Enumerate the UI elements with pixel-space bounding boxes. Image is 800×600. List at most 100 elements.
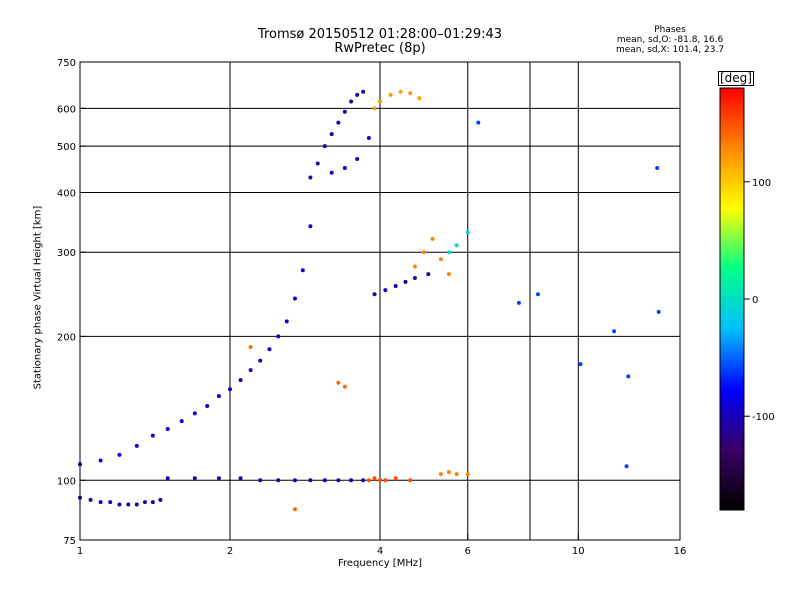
- data-point: [446, 272, 451, 277]
- colorbar-ticks: 100 0 -100: [744, 178, 775, 423]
- data-point: [421, 250, 426, 255]
- data-point: [349, 99, 354, 104]
- y-tick-label: 500: [57, 142, 76, 153]
- x-tick-label: 2: [227, 546, 233, 557]
- data-point: [624, 464, 629, 469]
- data-point: [117, 502, 122, 507]
- colorbar-tick-label: -100: [752, 412, 775, 423]
- data-point: [292, 507, 297, 512]
- data-point: [612, 329, 617, 334]
- data-point: [361, 89, 366, 94]
- data-point: [412, 264, 417, 269]
- y-tick-label: 75: [63, 536, 76, 547]
- data-point: [134, 443, 139, 448]
- data-point: [258, 358, 263, 363]
- data-point: [403, 279, 408, 284]
- data-point: [108, 500, 113, 505]
- data-point: [267, 347, 272, 352]
- data-point: [284, 319, 289, 324]
- data-point: [366, 478, 371, 483]
- data-point: [248, 345, 253, 350]
- data-point: [388, 92, 393, 97]
- data-point: [430, 236, 435, 241]
- data-point: [322, 478, 327, 483]
- data-point: [349, 478, 354, 483]
- data-point: [292, 296, 297, 301]
- data-point: [342, 109, 347, 114]
- data-point: [626, 374, 631, 379]
- data-point: [408, 478, 413, 483]
- data-point: [322, 144, 327, 149]
- y-tick-label: 400: [57, 188, 76, 199]
- phase-info-x: mean, sd,X: 101.4, 23.7: [615, 45, 725, 55]
- x-tick-label: 1: [77, 546, 83, 557]
- data-point: [655, 166, 660, 171]
- data-point: [446, 250, 451, 255]
- data-point: [355, 157, 360, 162]
- y-tick-label: 300: [57, 248, 76, 259]
- data-point: [383, 288, 388, 293]
- data-point: [454, 243, 459, 248]
- data-point: [205, 404, 210, 409]
- data-point: [372, 292, 377, 297]
- data-point: [383, 478, 388, 483]
- data-point: [329, 170, 334, 175]
- data-point: [216, 476, 221, 481]
- data-point: [238, 378, 243, 383]
- data-point: [134, 502, 139, 507]
- x-axis-ticks: 1 2 4 6 10 16: [77, 534, 686, 557]
- data-point: [258, 478, 263, 483]
- data-point: [300, 268, 305, 273]
- x-tick-label: 10: [572, 546, 585, 557]
- data-point: [378, 478, 382, 483]
- data-point: [535, 292, 540, 297]
- data-point: [361, 478, 366, 483]
- data-point: [336, 380, 341, 385]
- data-point: [308, 478, 313, 483]
- data-point: [355, 92, 360, 97]
- data-point: [465, 230, 470, 235]
- data-point: [165, 476, 170, 481]
- x-axis-label: Frequency [MHz]: [337, 558, 423, 569]
- data-point: [238, 476, 243, 481]
- data-point: [308, 175, 313, 180]
- data-point: [426, 272, 431, 277]
- data-point: [578, 362, 583, 367]
- data-point: [476, 120, 481, 125]
- colorbar-title: [deg]: [718, 71, 754, 86]
- data-point: [192, 476, 197, 481]
- data-point: [408, 91, 413, 96]
- data-point: [393, 476, 398, 481]
- x-tick-label: 4: [377, 546, 383, 557]
- y-axis-label: Stationary phase Virtual Height [km]: [32, 205, 44, 390]
- data-point: [315, 161, 320, 166]
- colorbar: [719, 87, 745, 511]
- data-point: [336, 120, 341, 125]
- data-point: [98, 500, 103, 505]
- data-point: [342, 166, 347, 171]
- data-point: [292, 478, 297, 483]
- data-point: [438, 257, 443, 262]
- data-point: [192, 411, 197, 416]
- data-point: [248, 368, 253, 373]
- grid-lines: [80, 62, 680, 540]
- data-point: [276, 478, 281, 483]
- data-point: [336, 478, 341, 483]
- data-point: [308, 224, 313, 229]
- data-point: [329, 132, 334, 137]
- data-point: [412, 275, 417, 280]
- data-point: [126, 502, 131, 507]
- data-point: [516, 300, 521, 305]
- colorbar-tick-label: 100: [752, 178, 771, 189]
- y-tick-label: 100: [57, 476, 76, 487]
- colorbar-tick-label: 0: [752, 295, 758, 306]
- data-point: [378, 99, 382, 104]
- chart-title: Tromsø 20150512 01:28:00–01:29:43: [257, 27, 503, 42]
- data-point: [216, 394, 221, 399]
- data-point: [393, 283, 398, 288]
- scatter-points: [78, 89, 661, 512]
- chart-subtitle: RwPretec (8p): [334, 41, 426, 56]
- phase-info-o: mean, sd,O: -81.8, 16.6: [616, 35, 724, 45]
- data-point: [142, 500, 147, 505]
- phase-info-title: Phases: [654, 25, 686, 35]
